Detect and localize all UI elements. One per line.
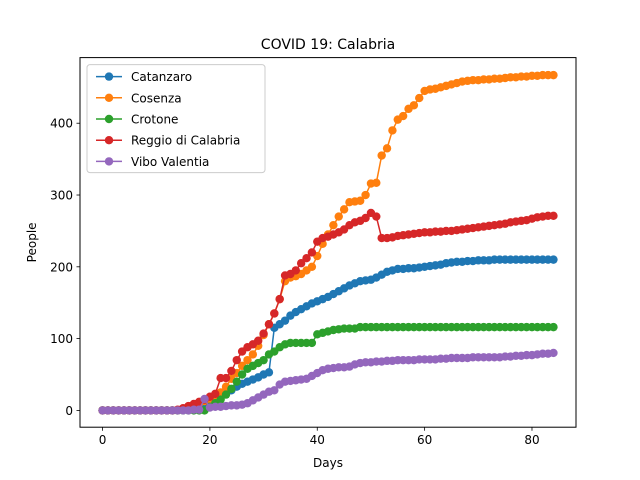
legend-label: Catanzaro: [131, 70, 192, 84]
y-tick-label: 0: [65, 404, 73, 418]
data-point-crotone: [227, 384, 236, 394]
x-tick-label: 60: [417, 433, 432, 447]
data-point-reggio-di-calabria: [291, 266, 300, 275]
data-point-reggio-di-calabria: [211, 389, 220, 399]
data-point-reggio-di-calabria: [227, 366, 236, 376]
legend-entry-reggio-di-calabria: Reggio di Calabria: [96, 134, 240, 148]
x-tick-label: 80: [524, 433, 539, 447]
data-point-cosenza: [377, 151, 386, 160]
data-point-reggio-di-calabria: [302, 253, 311, 263]
data-point-reggio-di-calabria: [232, 355, 241, 365]
data-point-reggio-di-calabria: [275, 294, 284, 304]
data-point-reggio-di-calabria: [296, 259, 306, 268]
legend-label: Crotone: [131, 113, 178, 127]
data-point-reggio-di-calabria: [264, 320, 274, 329]
y-tick-label: 400: [50, 117, 73, 131]
data-point-catanzaro: [264, 368, 274, 377]
y-tick-label: 200: [50, 260, 73, 274]
data-point-vibo-valentia: [200, 394, 209, 404]
data-point-cosenza: [409, 101, 419, 110]
x-axis: 0 20 40 60 80: [99, 427, 540, 447]
data-point-reggio-di-calabria: [254, 336, 263, 345]
data-point-crotone: [221, 390, 231, 399]
data-point-cosenza: [388, 126, 397, 135]
data-point-crotone: [237, 370, 247, 379]
y-tick-label: 100: [50, 332, 73, 346]
chart-title: COVID 19: Calabria: [261, 37, 395, 53]
data-point-cosenza: [356, 196, 365, 205]
data-point-crotone: [307, 338, 317, 348]
legend-marker: [104, 72, 114, 81]
x-tick-label: 0: [99, 433, 107, 447]
data-point-crotone: [232, 377, 241, 386]
legend-box: [86, 64, 266, 174]
data-point-cosenza: [339, 205, 349, 214]
data-point-reggio-di-calabria: [259, 329, 268, 338]
data-point-reggio-di-calabria: [221, 373, 231, 383]
y-axis: 0 100 200 300 400: [50, 117, 80, 418]
data-point-cosenza: [334, 212, 343, 221]
legend-label: Cosenza: [131, 91, 182, 105]
data-point-cosenza: [415, 93, 424, 103]
legend-marker: [104, 114, 114, 124]
data-point-cosenza: [372, 178, 381, 188]
data-point-catanzaro: [549, 255, 558, 264]
data-point-crotone: [216, 395, 225, 404]
y-tick-label: 300: [50, 189, 73, 203]
series-vibo-valentia: [98, 348, 558, 415]
data-point-crotone: [549, 322, 558, 332]
data-point-reggio-di-calabria: [270, 309, 279, 318]
y-axis-label: People: [25, 222, 39, 262]
data-point-cosenza: [307, 262, 317, 272]
data-point-reggio-di-calabria: [549, 211, 558, 221]
data-point-cosenza: [248, 350, 258, 359]
x-axis-label: Days: [313, 456, 343, 470]
data-point-cosenza: [398, 111, 408, 121]
data-point-reggio-di-calabria: [361, 213, 370, 223]
x-tick-label: 20: [202, 433, 217, 447]
data-point-cosenza: [243, 355, 252, 365]
x-tick-label: 40: [310, 433, 325, 447]
legend-marker: [104, 136, 114, 145]
data-point-cosenza: [329, 220, 338, 230]
data-point-catanzaro: [280, 316, 290, 325]
data-point-cosenza: [361, 190, 370, 200]
legend-entry-crotone: Crotone: [96, 113, 178, 127]
legend-entry-catanzaro: Catanzaro: [96, 70, 192, 84]
legend-entry-vibo-valentia: Vibo Valentia: [96, 155, 209, 169]
data-point-reggio-di-calabria: [307, 248, 317, 257]
legend-marker: [104, 157, 114, 166]
data-point-vibo-valentia: [549, 348, 558, 358]
data-point-vibo-valentia: [194, 405, 204, 414]
data-point-vibo-valentia: [270, 386, 279, 395]
legend-label: Reggio di Calabria: [131, 134, 240, 148]
data-point-cosenza: [382, 144, 392, 153]
series-layer: [98, 70, 558, 415]
data-point-reggio-di-calabria: [372, 212, 381, 221]
legend-marker: [104, 93, 114, 103]
data-point-crotone: [259, 355, 268, 365]
data-point-cosenza: [549, 70, 558, 80]
legend-label: Vibo Valentia: [131, 155, 209, 169]
legend: Catanzaro Cosenza Crotone Reggio di Calabri…: [86, 64, 266, 174]
plot-frame: [79, 57, 577, 428]
legend-entry-cosenza: Cosenza: [96, 91, 182, 105]
